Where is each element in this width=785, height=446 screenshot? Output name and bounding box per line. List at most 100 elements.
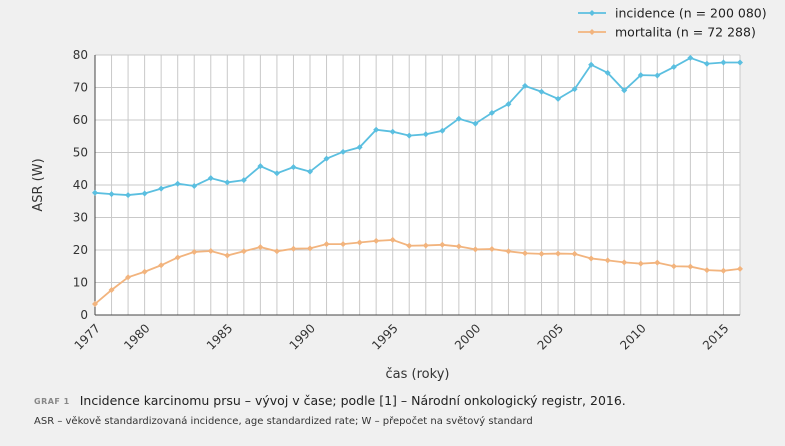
data-point [422, 131, 429, 138]
y-tick-label: 10 [73, 276, 88, 290]
x-tick-label: 2015 [700, 321, 731, 352]
data-point [472, 120, 479, 127]
data-point [125, 274, 132, 281]
data-point [373, 126, 380, 133]
line-chart: 0 10 20 30 40 50 60 70 80 1977 1980 1985 1990 1995 200… [31, 6, 767, 383]
x-axis-title: čas (roky) [386, 367, 450, 382]
data-point [224, 179, 231, 186]
data-point [604, 257, 611, 264]
y-tick-label: 30 [73, 211, 88, 225]
data-point [538, 88, 545, 95]
figure-caption-text: Incidence karcinomu prsu – vývoj v čase;… [79, 393, 626, 408]
data-point [191, 182, 198, 189]
data-point [356, 239, 363, 246]
data-point [191, 248, 198, 255]
legend-swatch-marker [589, 29, 595, 35]
data-point [340, 241, 347, 248]
data-point [621, 259, 628, 266]
data-point [273, 248, 280, 255]
data-point [720, 267, 727, 274]
data-point [439, 241, 446, 248]
data-point [257, 163, 264, 170]
data-point [522, 250, 528, 257]
figure-note: ASR – věkově standardizovaná incidence, … [34, 416, 533, 427]
data-point [588, 255, 595, 262]
y-tick-label: 70 [73, 81, 88, 95]
data-point [555, 250, 562, 257]
data-point [323, 155, 330, 162]
data-point [373, 237, 380, 244]
data-point [571, 250, 578, 257]
data-point [720, 59, 727, 66]
data-point [307, 245, 313, 252]
x-tick-label: 1980 [121, 321, 152, 352]
y-tick-label: 50 [73, 146, 88, 160]
data-point [257, 244, 264, 251]
y-tick-label: 40 [73, 178, 88, 192]
data-point [406, 132, 413, 139]
data-point [422, 242, 429, 249]
data-point [207, 175, 214, 182]
legend-swatch-marker [589, 10, 595, 16]
data-point [125, 192, 132, 199]
data-point [158, 185, 165, 192]
y-tick-label: 0 [80, 308, 88, 322]
x-tick-label: 1995 [369, 321, 400, 352]
x-tick-label: 2005 [535, 321, 566, 352]
data-point [158, 262, 165, 269]
data-point [670, 263, 677, 270]
data-point [108, 191, 115, 198]
data-point [92, 189, 98, 196]
data-point [555, 95, 562, 102]
data-point [141, 190, 148, 197]
data-point [406, 242, 413, 249]
data-point [522, 82, 528, 89]
data-point [455, 115, 462, 122]
data-point [687, 263, 694, 270]
data-point [637, 260, 644, 267]
x-tick-label: 1990 [287, 321, 318, 352]
legend-label: mortalita (n = 72 288) [615, 25, 756, 40]
data-point [224, 252, 231, 259]
data-point [703, 267, 710, 274]
figure-label: GRAF 1 [34, 397, 70, 406]
legend-label: incidence (n = 200 080) [615, 6, 767, 21]
y-tick-label: 80 [73, 48, 88, 62]
data-point [455, 243, 462, 250]
y-tick-label: 60 [73, 113, 88, 127]
data-point [654, 72, 661, 79]
series-line [94, 239, 741, 305]
data-point [604, 69, 611, 76]
data-point [621, 87, 628, 94]
x-tick-label: 1977 [72, 321, 103, 352]
figure-caption: GRAF 1 Incidence karcinomu prsu – vývoj … [34, 393, 774, 408]
data-point [108, 286, 115, 293]
data-point [488, 246, 495, 253]
data-point [654, 259, 661, 266]
data-point [389, 236, 396, 243]
data-point [505, 101, 512, 108]
data-point [92, 300, 98, 307]
y-tick-label: 20 [73, 243, 88, 257]
data-point [356, 144, 363, 151]
data-point [703, 60, 710, 67]
data-point [389, 128, 396, 135]
x-tick-label: 2010 [617, 321, 648, 352]
data-point [240, 177, 247, 184]
data-point [141, 268, 148, 275]
data-point [240, 248, 247, 255]
data-point [737, 265, 743, 272]
y-axis-title: ASR (W) [31, 158, 46, 211]
data-point [290, 245, 297, 252]
data-point [538, 250, 545, 257]
data-point [687, 54, 694, 61]
data-point [290, 164, 297, 171]
data-point [174, 180, 181, 187]
data-point [273, 170, 280, 177]
data-point [588, 61, 595, 68]
data-point [207, 247, 214, 254]
data-point [472, 246, 479, 253]
data-point [571, 86, 578, 93]
data-point [174, 254, 181, 261]
data-point [637, 72, 644, 79]
